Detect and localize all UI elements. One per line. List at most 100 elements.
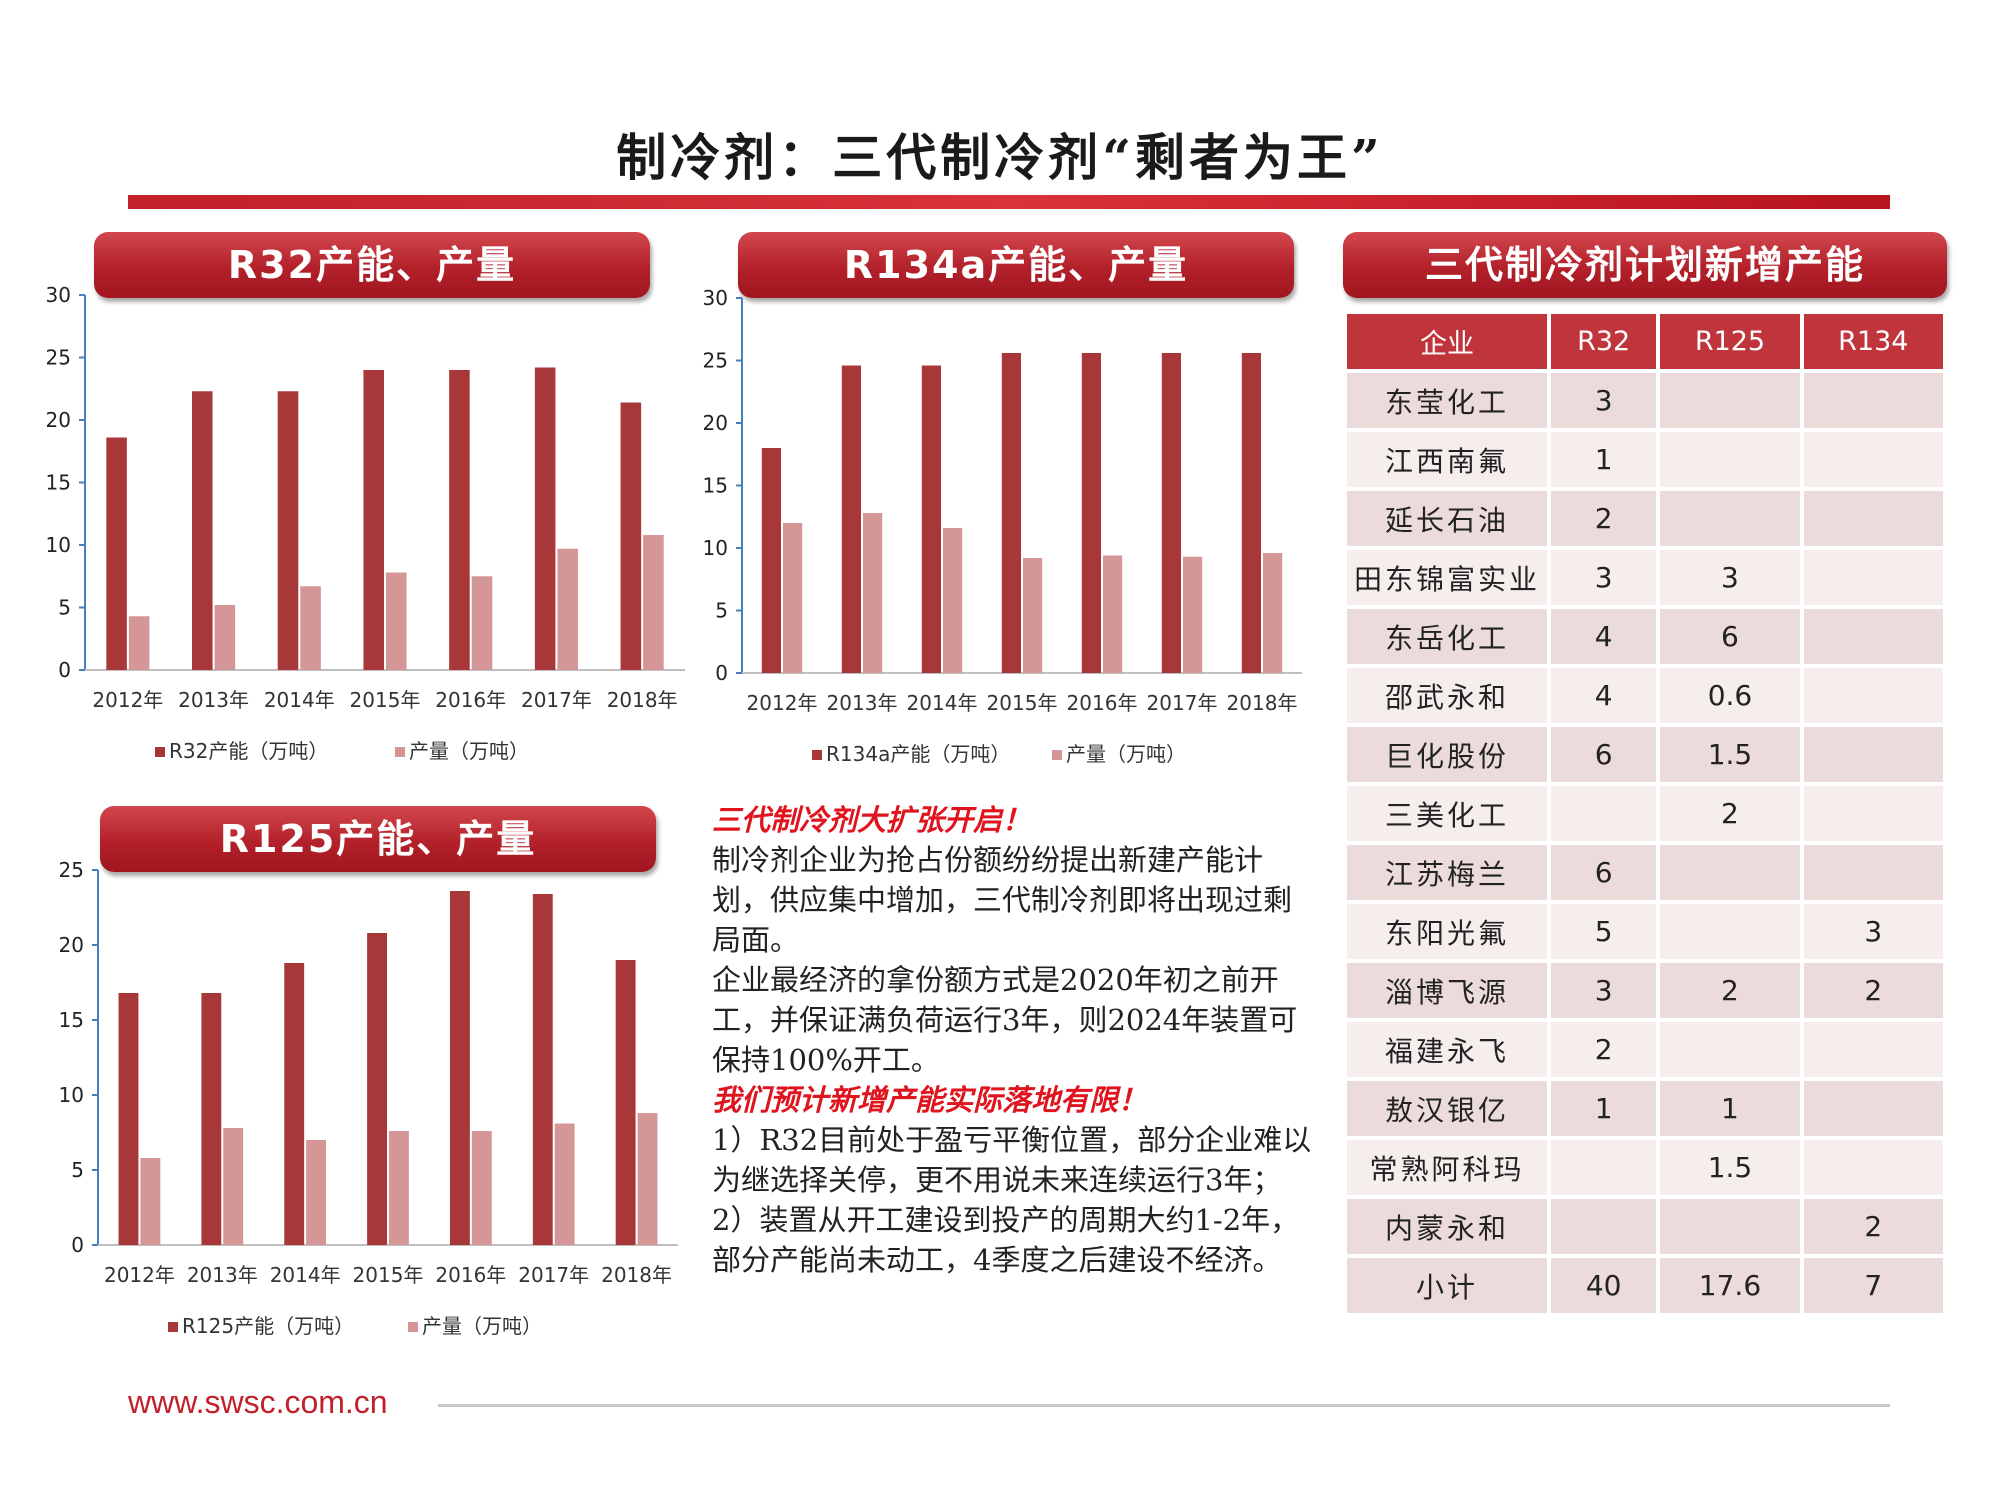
- x-tick-label: 2012年: [104, 1263, 175, 1287]
- table-row: 江苏梅兰 6: [1347, 845, 1943, 900]
- capacity-value: 2: [1551, 1022, 1657, 1077]
- company-name: 田东锦富实业: [1347, 550, 1547, 605]
- capacity-bar-2016年: [449, 370, 470, 670]
- capacity-bar-2015年: [367, 933, 387, 1245]
- x-tick-label: 2018年: [601, 1263, 672, 1287]
- legend-label: R125产能（万吨）: [182, 1314, 354, 1338]
- capacity-value: 2: [1660, 786, 1800, 841]
- legend-swatch: [812, 750, 822, 760]
- capacity-value: [1660, 373, 1800, 428]
- table-row: 三美化工 2: [1347, 786, 1943, 841]
- r134a-chart-banner: R134a产能、产量: [738, 232, 1294, 298]
- r134a-chart-title: R134a产能、产量: [843, 243, 1189, 287]
- output-bar-2014年: [306, 1140, 327, 1245]
- capacity-bar-2012年: [118, 993, 139, 1245]
- y-tick-label: 5: [715, 599, 728, 623]
- x-tick-label: 2015年: [353, 1263, 424, 1287]
- output-bar-2015年: [386, 572, 407, 670]
- x-tick-label: 2013年: [187, 1263, 258, 1287]
- capacity-value: 7: [1803, 1258, 1943, 1313]
- table-row: 东阳光氟 5 3: [1347, 904, 1943, 959]
- capacity-value: 6: [1551, 845, 1657, 900]
- legend-label: R134a产能（万吨）: [826, 742, 1010, 766]
- table-row: 邵武永和 4 0.6: [1347, 668, 1943, 723]
- table-row: 常熟阿科玛 1.5: [1347, 1140, 1943, 1195]
- legend-swatch: [395, 747, 405, 757]
- table-banner: 三代制冷剂计划新增产能: [1343, 232, 1947, 298]
- capacity-value: 1: [1660, 1081, 1800, 1136]
- capacity-value: [1803, 845, 1943, 900]
- r125-chart-banner: R125产能、产量: [100, 806, 656, 872]
- capacity-value: 3: [1660, 550, 1800, 605]
- company-name: 内蒙永和: [1347, 1199, 1547, 1254]
- capacity-value: 4: [1551, 609, 1657, 664]
- analysis-text: 三代制冷剂大扩张开启！ 制冷剂企业为抢占份额纷纷提出新建产能计划，供应集中增加，…: [712, 800, 1312, 1280]
- company-name: 邵武永和: [1347, 668, 1547, 723]
- capacity-value: [1803, 432, 1943, 487]
- legend-swatch: [155, 747, 165, 757]
- x-tick-label: 2018年: [1227, 691, 1298, 715]
- table-row: 东岳化工 4 6: [1347, 609, 1943, 664]
- capacity-value: [1551, 786, 1657, 841]
- capacity-value: 2: [1660, 963, 1800, 1018]
- capacity-value: 2: [1803, 963, 1943, 1018]
- x-tick-label: 2012年: [747, 691, 818, 715]
- output-bar-2012年: [128, 616, 150, 670]
- y-tick-label: 25: [59, 858, 84, 882]
- output-bar-2016年: [471, 576, 493, 670]
- company-name: 福建永飞: [1347, 1022, 1547, 1077]
- y-tick-label: 15: [59, 1008, 84, 1032]
- y-tick-label: 10: [703, 536, 728, 560]
- table-row: 延长石油 2: [1347, 491, 1943, 546]
- capacity-bar-2016年: [449, 891, 470, 1245]
- r32-chart: 0 5 10 15 20 25 30 2012年 2013年 2014年 2015年 2016年 201…: [46, 283, 685, 763]
- x-tick-label: 2016年: [1067, 691, 1138, 715]
- x-tick-label: 2013年: [827, 691, 898, 715]
- output-bar-2016年: [471, 1131, 492, 1245]
- y-tick-label: 25: [46, 346, 71, 370]
- output-bar-2017年: [1183, 556, 1203, 673]
- y-tick-label: 20: [703, 411, 728, 435]
- legend-swatch: [408, 1322, 418, 1332]
- capacity-bar-2012年: [761, 448, 781, 673]
- capacity-value: [1803, 609, 1943, 664]
- paragraph-3: 1）R32目前处于盈亏平衡位置，部分企业难以为继选择关停，更不用说未来连续运行3…: [712, 1123, 1312, 1197]
- capacity-value: [1803, 550, 1943, 605]
- x-tick-label: 2017年: [1147, 691, 1218, 715]
- capacity-value: [1803, 1022, 1943, 1077]
- output-bar-2012年: [140, 1158, 161, 1245]
- table-row: 淄博飞源 3 2 2: [1347, 963, 1943, 1018]
- table-row: 福建永飞 2: [1347, 1022, 1943, 1077]
- capacity-bar-2013年: [201, 993, 222, 1245]
- output-bar-2013年: [214, 605, 236, 670]
- capacity-value: 17.6: [1660, 1258, 1800, 1313]
- capacity-value: 6: [1660, 609, 1800, 664]
- x-tick-label: 2017年: [521, 688, 592, 712]
- y-tick-label: 0: [715, 661, 728, 685]
- capacity-value: 1.5: [1660, 1140, 1800, 1195]
- company-name: 江苏梅兰: [1347, 845, 1547, 900]
- capacity-value: [1551, 1199, 1657, 1254]
- capacity-bar-2013年: [841, 365, 861, 673]
- capacity-value: [1660, 432, 1800, 487]
- page-title: 制冷剂：三代制冷剂“剩者为王”: [616, 128, 1384, 187]
- capacity-bar-2013年: [192, 391, 213, 670]
- capacity-bar-2015年: [363, 370, 384, 670]
- capacity-bar-2018年: [1241, 353, 1261, 673]
- capacity-value: 4: [1551, 668, 1657, 723]
- paragraph-4: 2）装置从开工建设到投产的周期大约1-2年，部分产能尚未动工，4季度之后建设不经…: [712, 1203, 1300, 1277]
- footer-url: www.swsc.com.cn: [128, 1384, 388, 1420]
- x-tick-label: 2013年: [178, 688, 249, 712]
- y-tick-label: 0: [58, 658, 71, 682]
- capacity-bar-2014年: [921, 365, 941, 673]
- heading-expansion: 三代制冷剂大扩张开启！: [712, 803, 1032, 837]
- table-header-0: 企业: [1347, 314, 1547, 369]
- x-tick-label: 2014年: [907, 691, 978, 715]
- legend-swatch: [168, 1322, 178, 1332]
- capacity-value: 3: [1803, 904, 1943, 959]
- x-tick-label: 2017年: [518, 1263, 589, 1287]
- capacity-value: 1: [1551, 1081, 1657, 1136]
- output-bar-2015年: [1023, 558, 1043, 673]
- capacity-bar-2012年: [106, 437, 127, 670]
- company-name: 三美化工: [1347, 786, 1547, 841]
